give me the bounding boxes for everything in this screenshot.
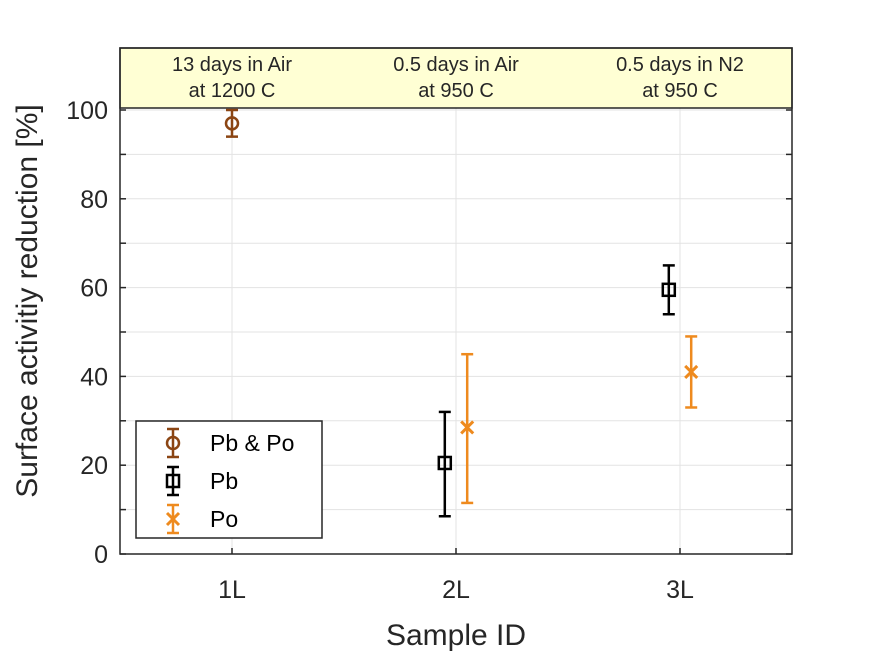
y-tick-label: 100 xyxy=(66,97,108,125)
x-tick-label: 3L xyxy=(666,576,694,604)
legend-marker-x xyxy=(165,511,181,527)
legend-label: Pb & Po xyxy=(210,430,294,456)
condition-label-line2: at 1200 C xyxy=(189,80,276,102)
data-point xyxy=(460,352,475,505)
x-tick-label: 1L xyxy=(218,576,246,604)
condition-label-line1: 13 days in Air xyxy=(172,54,292,76)
marker-x xyxy=(684,364,699,380)
data-marks xyxy=(224,108,699,518)
marker-circle xyxy=(224,116,240,131)
y-tick-label: 0 xyxy=(94,541,108,569)
marker-square xyxy=(661,282,677,298)
x-axis-title: Sample ID xyxy=(386,619,526,652)
data-point xyxy=(661,264,677,316)
condition-label-line2: at 950 C xyxy=(642,80,718,102)
data-point xyxy=(437,410,453,518)
legend-marker-x-stroke xyxy=(165,511,181,527)
condition-label-line1: 0.5 days in N2 xyxy=(616,54,744,76)
y-tick-label: 20 xyxy=(80,452,108,480)
data-point xyxy=(684,335,699,409)
axis-ticks: 0 20 40 60 80 100 1L 2L 3L xyxy=(66,97,792,604)
legend: Pb & Po Pb Po xyxy=(135,420,323,539)
marker-square xyxy=(437,455,453,471)
condition-labels: 13 days in Air at 1200 C 0.5 days in Air at… xyxy=(172,54,744,102)
legend-label: Pb xyxy=(210,468,238,494)
legend-label: Po xyxy=(210,506,238,532)
y-tick-label: 40 xyxy=(80,363,108,391)
marker-x xyxy=(460,420,475,435)
marker-x-stroke xyxy=(684,364,699,380)
x-tick-label: 2L xyxy=(442,576,470,604)
legend-marker-square xyxy=(165,473,181,489)
marker-x-stroke xyxy=(460,420,475,435)
legend-marker-circle xyxy=(165,435,181,451)
plot-frame xyxy=(119,47,793,555)
data-point xyxy=(224,108,240,138)
y-tick-label: 80 xyxy=(80,186,108,214)
condition-label-line1: 0.5 days in Air xyxy=(393,54,519,76)
y-axis-title: Surface activitiy reduction [%] xyxy=(11,104,44,498)
y-tick-label: 60 xyxy=(80,275,108,303)
condition-label-line2: at 950 C xyxy=(418,80,494,102)
